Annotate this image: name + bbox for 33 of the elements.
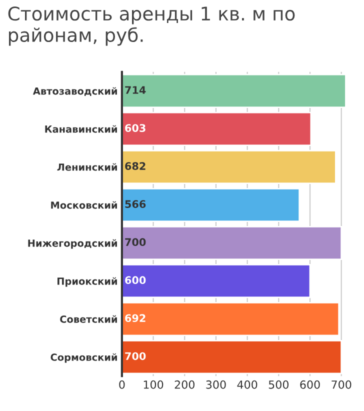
y-tick-label: Ленинский xyxy=(57,163,117,171)
bar xyxy=(122,74,346,108)
data-label: 700 xyxy=(125,352,146,360)
y-tick-label: Сормовский xyxy=(50,353,117,363)
x-tick-label: 200 xyxy=(174,380,194,389)
x-tick-label: 600 xyxy=(300,380,320,389)
x-tick-label: 400 xyxy=(237,380,258,389)
chart-title: Стоимость аренды 1 кв. м по районам, руб. xyxy=(8,6,295,46)
bar xyxy=(122,150,336,184)
bar xyxy=(122,188,300,222)
y-tick-label: Московский xyxy=(51,201,117,209)
data-label: 566 xyxy=(125,200,146,208)
y-tick-label: Автозаводский xyxy=(32,87,117,96)
y-tick-label: Советский xyxy=(60,315,117,323)
x-tick-label: 0 xyxy=(119,380,125,389)
y-tick-label: Канавинский xyxy=(45,125,117,133)
data-label: 600 xyxy=(125,276,146,284)
data-label: 700 xyxy=(125,238,146,246)
bar xyxy=(122,302,340,336)
data-label: 692 xyxy=(125,314,146,322)
data-label: 603 xyxy=(125,124,146,132)
data-label: 714 xyxy=(125,86,146,94)
x-tick-label: 300 xyxy=(206,380,226,389)
data-label: 682 xyxy=(125,162,146,170)
bar xyxy=(122,112,312,146)
y-tick-label: Нижегородский xyxy=(28,239,117,249)
x-tick-label: 100 xyxy=(144,380,164,389)
x-tick-label: 500 xyxy=(268,380,289,389)
y-tick-label: Приокский xyxy=(57,277,117,287)
bar xyxy=(122,226,342,260)
bar xyxy=(122,264,311,298)
x-tick-label: 700 xyxy=(332,380,352,389)
bar xyxy=(122,340,342,374)
